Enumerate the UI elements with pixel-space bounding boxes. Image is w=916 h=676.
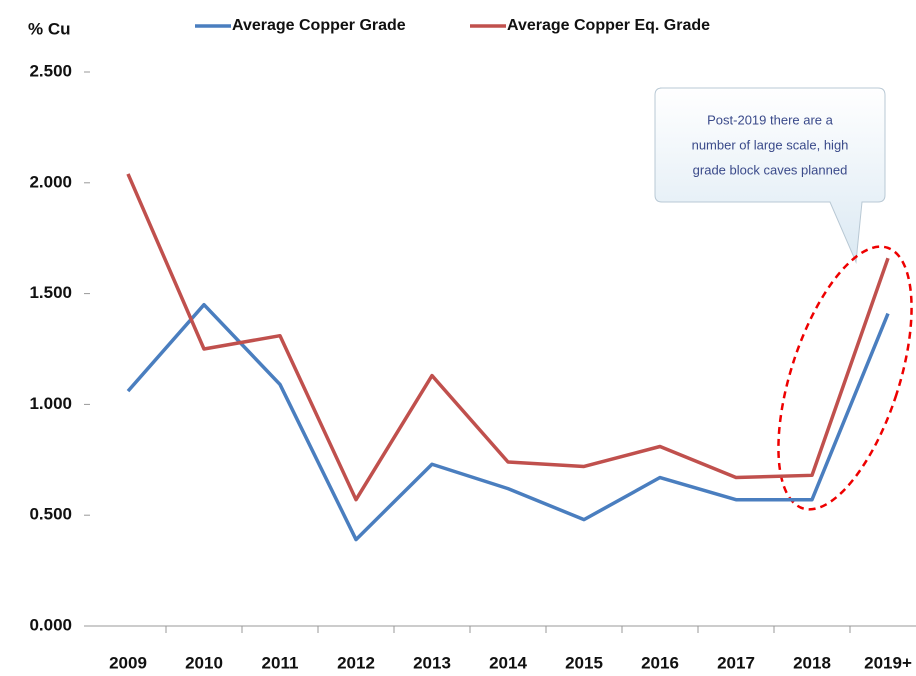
y-tick-label: 1.000 bbox=[29, 394, 72, 413]
x-tick-label: 2009 bbox=[109, 653, 147, 672]
legend-label: Average Copper Grade bbox=[232, 17, 406, 34]
highlight-ellipse bbox=[777, 245, 913, 511]
annotation-line: Post-2019 there are a bbox=[707, 112, 834, 127]
y-tick-label: 2.000 bbox=[29, 172, 72, 191]
y-tick-label: 0.000 bbox=[29, 615, 72, 634]
x-tick-label: 2015 bbox=[565, 653, 603, 672]
x-tick-label: 2017 bbox=[717, 653, 755, 672]
y-tick-label: 1.500 bbox=[29, 283, 72, 302]
x-tick-label: 2018 bbox=[793, 653, 831, 672]
y-tick-label: 0.500 bbox=[29, 505, 72, 524]
x-tick-label: 2010 bbox=[185, 653, 223, 672]
legend-label: Average Copper Eq. Grade bbox=[507, 17, 710, 34]
x-tick-label: 2014 bbox=[489, 653, 527, 672]
series-line bbox=[126, 302, 890, 542]
x-tick-label: 2013 bbox=[413, 653, 451, 672]
x-tick-label: 2012 bbox=[337, 653, 375, 672]
x-tick-label: 2016 bbox=[641, 653, 679, 672]
series-line bbox=[126, 173, 890, 502]
callout bbox=[654, 87, 886, 264]
y-axis-label: % Cu bbox=[28, 19, 71, 38]
annotation-line: number of large scale, high bbox=[692, 137, 849, 152]
x-tick-label: 2011 bbox=[262, 653, 299, 672]
annotation-line: grade block caves planned bbox=[693, 162, 848, 177]
x-tick-label: 2019+ bbox=[864, 653, 912, 672]
y-tick-label: 2.500 bbox=[29, 61, 72, 80]
